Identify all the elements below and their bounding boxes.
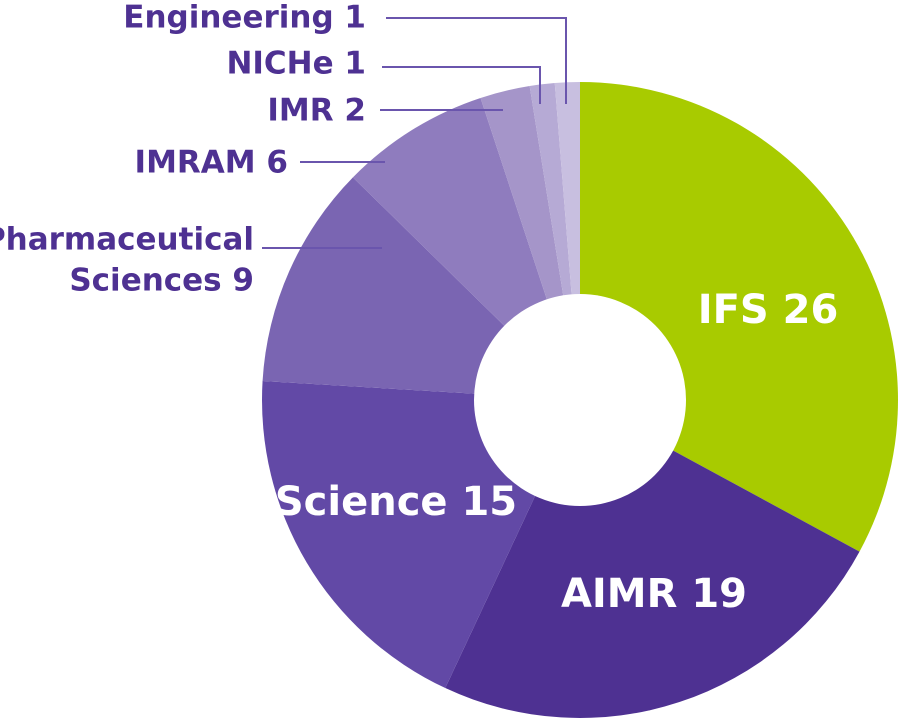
slice-label-aimr: AIMR 19 <box>561 571 747 617</box>
leader-lines-group <box>262 17 567 249</box>
slice-label-engineering: Engineering 1 <box>123 0 366 36</box>
labels-group: IFS 26 AIMR 19 Science 15 Pharmaceutical Sci… <box>0 0 839 617</box>
slice-label-ifs: IFS 26 <box>698 287 839 333</box>
slice-label-imram: IMRAM 6 <box>135 145 288 181</box>
donut-hole <box>474 294 686 506</box>
slice-label-science: Science 15 <box>275 479 517 525</box>
slice-label-niche: NICHe 1 <box>226 46 366 82</box>
leader-line-engineering <box>386 17 567 104</box>
slice-label-pharmaceutical-sciences-line-1: Pharmaceutical <box>0 222 254 258</box>
leader-line-niche <box>382 66 541 104</box>
slice-label-pharmaceutical-sciences-line-2: Sciences 9 <box>69 263 254 299</box>
slice-label-imr: IMR 2 <box>267 93 366 129</box>
